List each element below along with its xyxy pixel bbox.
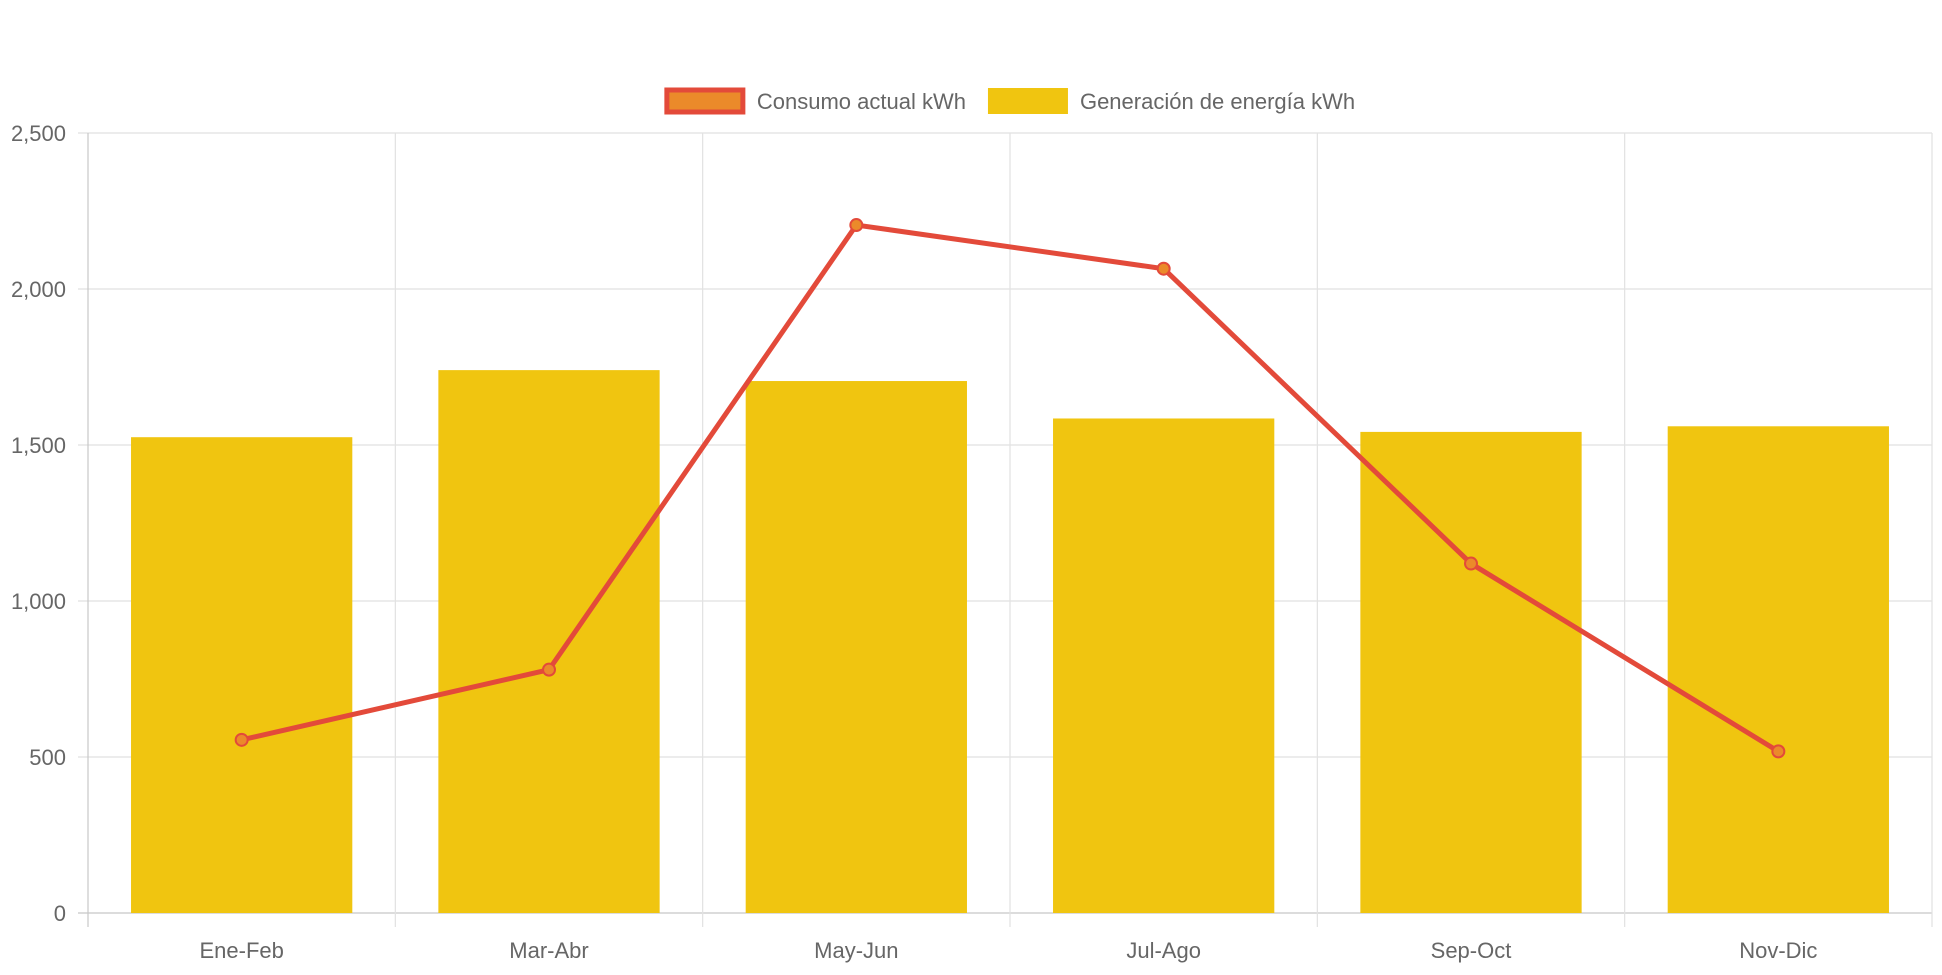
legend-swatch-consumption [664, 87, 746, 115]
bar [745, 381, 967, 913]
bar [1053, 418, 1275, 913]
line-point [1771, 744, 1786, 759]
line-point [1156, 261, 1171, 276]
x-tick-label: Nov-Dic [1739, 938, 1817, 963]
y-tick-label: 500 [29, 745, 66, 770]
legend-label: Generación de energía kWh [1080, 89, 1355, 114]
legend-label: Consumo actual kWh [757, 89, 966, 114]
x-tick-label: May-Jun [814, 938, 898, 963]
y-tick-label: 1,500 [11, 433, 66, 458]
bar [131, 437, 353, 913]
line-point [849, 218, 864, 233]
y-tick-label: 2,000 [11, 277, 66, 302]
legend: Consumo actual kWh Generación de energía … [664, 87, 1355, 115]
axis-layer: 0 500 1,000 1,500 2,000 2,500 Ene-Feb Mar-Abr Ma… [11, 121, 1818, 963]
legend-swatch-generation [987, 88, 1068, 114]
consumption-line [241, 222, 1780, 754]
bar [1667, 426, 1889, 913]
x-tick-label: Jul-Ago [1126, 938, 1201, 963]
line-point [542, 662, 556, 677]
x-tick-label: Sep-Oct [1431, 938, 1512, 963]
line-point [1464, 556, 1478, 571]
y-tick-label: 1,000 [11, 589, 66, 614]
y-tick-label: 2,500 [11, 121, 66, 146]
bar [1360, 431, 1582, 913]
bar-layer [131, 370, 1889, 913]
bar [438, 370, 660, 913]
line-layer [234, 218, 1786, 759]
grid-layer [78, 132, 1933, 927]
line-point [234, 732, 249, 747]
y-tick-label: 0 [54, 901, 66, 926]
x-tick-label: Mar-Abr [509, 938, 588, 963]
x-tick-label: Ene-Feb [199, 938, 283, 963]
